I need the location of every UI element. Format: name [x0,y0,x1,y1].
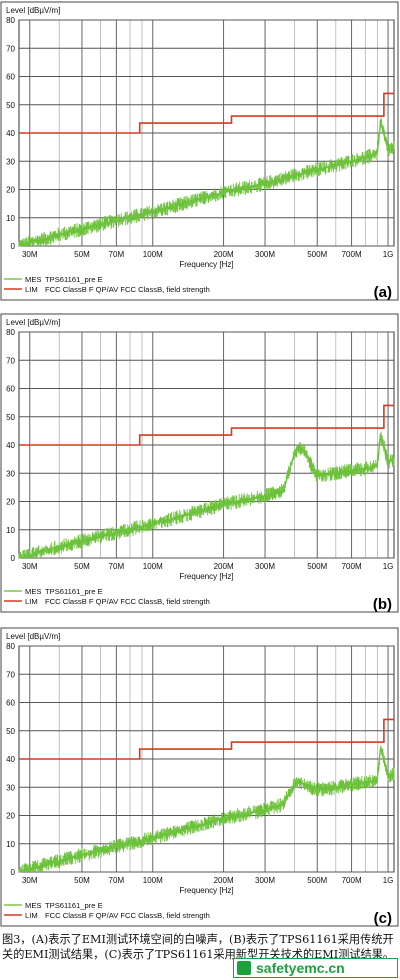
x-tick-label: 100M [143,250,163,259]
x-tick-label: 200M [214,562,234,571]
watermark: safetyemc.cn [233,958,398,978]
safetyemc-logo-icon [237,961,251,975]
x-tick-label: 70M [109,562,125,571]
y-tick-label: 60 [6,699,15,708]
y-tick-label: 60 [6,385,15,394]
measurement-series [18,433,395,559]
legend-prefix: MES [25,275,41,284]
y-tick-label: 40 [6,441,15,450]
x-tick-label: 70M [109,250,125,259]
y-axis-label: Level [dBµV/m] [6,318,60,327]
legend-entry: TPS61161_pre E [45,275,103,284]
x-tick-label: 700M [342,250,362,259]
x-tick-label: 200M [214,250,234,259]
x-tick-label: 300M [255,250,275,259]
y-tick-label: 0 [11,554,16,563]
x-tick-label: 70M [109,876,125,885]
watermark-text: safetyemc.cn [256,960,345,976]
limit-line-series [19,404,394,446]
y-tick-label: 10 [6,214,15,223]
chart-panel-b: 30M 50M 70M 100M 200M 300M 500M 700M 1G 0 10 20 30 40… [0,312,400,618]
y-tick-label: 30 [6,469,15,478]
x-tick-label: 100M [143,562,163,571]
y-tick-label: 70 [6,356,15,365]
panel-label: (b) [373,596,392,613]
figure-caption: 图3，(A)表示了EMI测试环境空间的白噪声，(B)表示了TPS61161采用传… [2,933,395,961]
legend-entry: FCC ClassB F QP/AV FCC ClassB, field str… [45,285,210,294]
x-tick-label: 700M [342,876,362,885]
x-tick-label: 30M [22,250,38,259]
y-tick-label: 70 [6,670,15,679]
legend-entry: FCC ClassB F QP/AV FCC ClassB, field str… [45,911,210,920]
y-tick-label: 60 [6,73,15,82]
chart-panel-a: 30M 50M 70M 100M 200M 300M 500M 700M 1G 0 10 20 30 40… [0,0,400,312]
y-tick-label: 10 [6,840,15,849]
x-tick-label: 30M [22,562,38,571]
x-tick-label: 1G [383,250,394,259]
x-tick-label: 300M [255,876,275,885]
y-tick-label: 50 [6,101,15,110]
y-tick-label: 20 [6,498,15,507]
y-tick-label: 0 [11,242,16,251]
x-tick-label: 1G [383,876,394,885]
x-axis-label: Frequency [Hz] [179,886,233,895]
emi-chart-b: 30M 50M 70M 100M 200M 300M 500M 700M 1G 0 10 20 30 40… [0,313,399,613]
y-tick-label: 20 [6,812,15,821]
legend-entry: TPS61161_pre E [45,901,103,910]
x-tick-label: 30M [22,876,38,885]
emi-chart-a: 30M 50M 70M 100M 200M 300M 500M 700M 1G 0 10 20 30 40… [0,1,399,301]
y-tick-label: 10 [6,526,15,535]
y-tick-label: 40 [6,755,15,764]
x-tick-label: 50M [74,562,90,571]
limit-line-series [19,718,394,760]
legend-prefix: LIM [25,911,38,920]
y-tick-label: 50 [6,727,15,736]
legend-prefix: MES [25,901,41,910]
panel-label: (a) [374,284,392,301]
x-tick-label: 100M [143,876,163,885]
x-tick-label: 500M [307,562,327,571]
y-tick-label: 80 [6,328,15,337]
panel-frame [0,313,399,613]
y-tick-label: 30 [6,783,15,792]
x-tick-label: 200M [214,876,234,885]
measurement-series [18,747,395,873]
x-tick-label: 50M [74,250,90,259]
chart-panel-c: 30M 50M 70M 100M 200M 300M 500M 700M 1G 0 10 20 30 40… [0,626,400,930]
y-axis-label: Level [dBµV/m] [6,6,60,15]
panel-frame [0,1,399,301]
y-tick-label: 50 [6,413,15,422]
legend-prefix: LIM [25,285,38,294]
x-tick-label: 300M [255,562,275,571]
legend-entry: FCC ClassB F QP/AV FCC ClassB, field str… [45,597,210,606]
legend-prefix: MES [25,587,41,596]
x-tick-label: 1G [383,562,394,571]
legend-prefix: LIM [25,597,38,606]
y-tick-label: 30 [6,157,15,166]
emi-chart-c: 30M 50M 70M 100M 200M 300M 500M 700M 1G 0 10 20 30 40… [0,627,399,927]
y-axis-label: Level [dBµV/m] [6,632,60,641]
y-tick-label: 80 [6,642,15,651]
y-tick-label: 0 [11,868,16,877]
panel-label: (c) [374,910,392,927]
x-tick-label: 500M [307,876,327,885]
y-tick-label: 70 [6,44,15,53]
y-tick-label: 80 [6,16,15,25]
y-tick-label: 20 [6,186,15,195]
measurement-series [18,121,395,247]
x-tick-label: 700M [342,562,362,571]
x-axis-label: Frequency [Hz] [179,260,233,269]
legend-entry: TPS61161_pre E [45,587,103,596]
y-tick-label: 40 [6,129,15,138]
x-tick-label: 50M [74,876,90,885]
panel-frame [0,627,399,927]
x-axis-label: Frequency [Hz] [179,572,233,581]
limit-line-series [19,92,394,134]
x-tick-label: 500M [307,250,327,259]
